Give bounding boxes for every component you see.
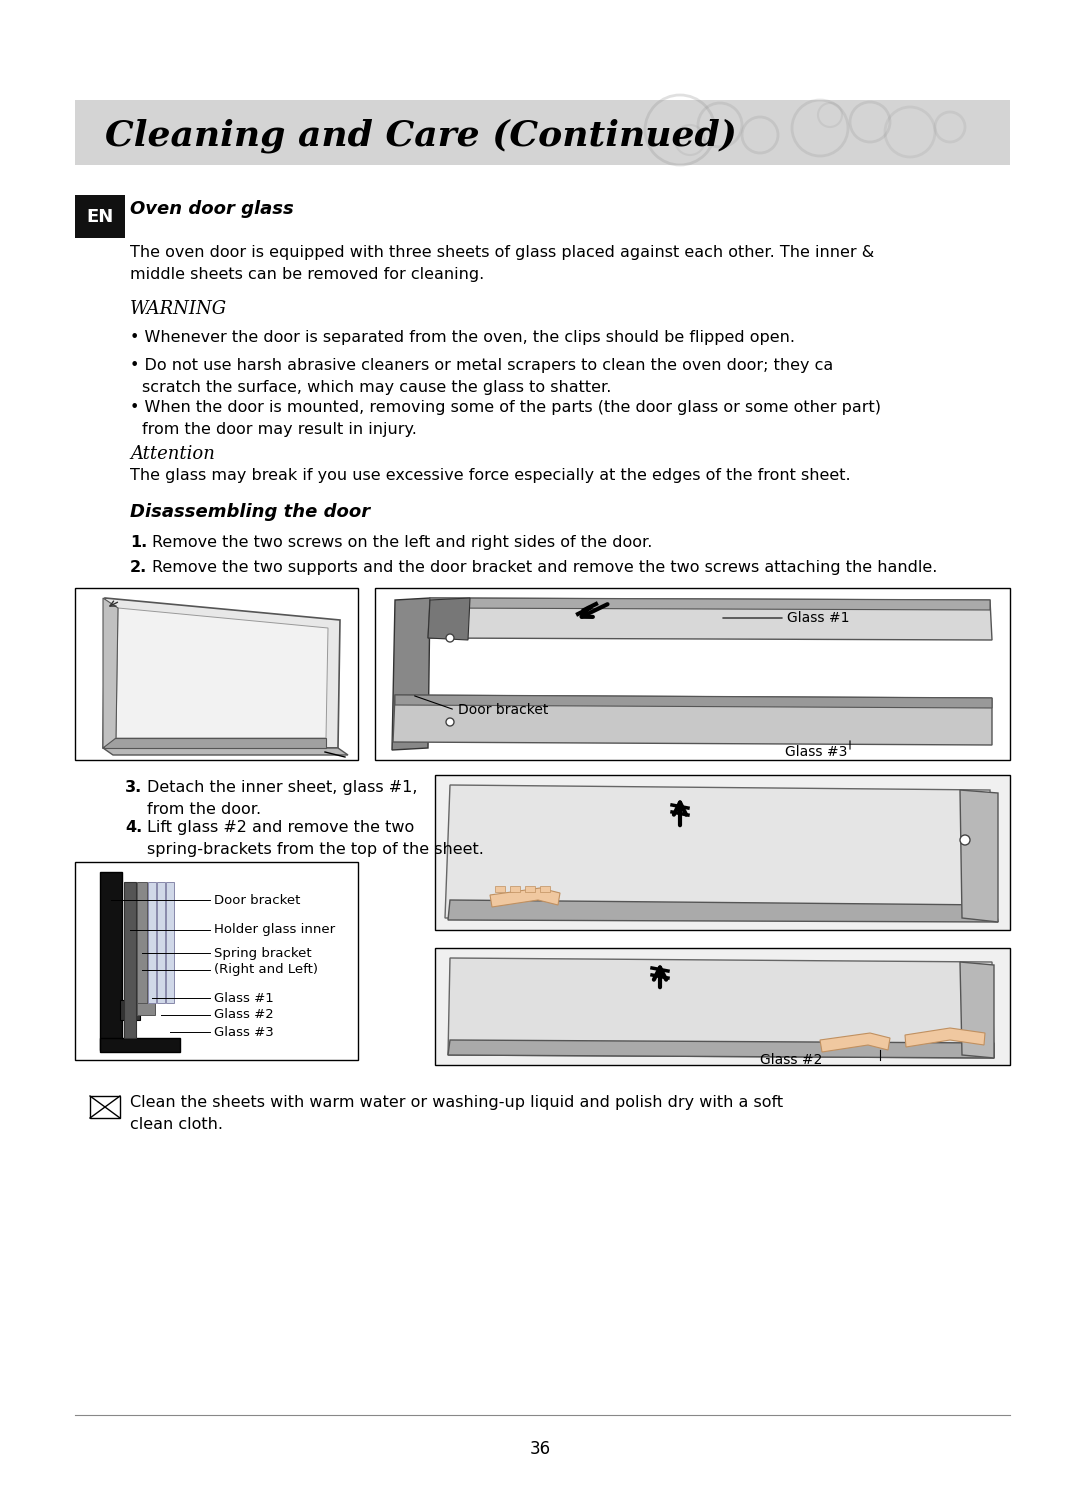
Text: 3.: 3.	[125, 780, 143, 795]
Text: scratch the surface, which may cause the glass to shatter.: scratch the surface, which may cause the…	[141, 380, 611, 395]
Text: 36: 36	[529, 1440, 551, 1458]
Bar	[495, 886, 505, 892]
Polygon shape	[905, 1028, 985, 1048]
Text: Glass #2: Glass #2	[214, 1009, 273, 1021]
Circle shape	[446, 635, 454, 642]
Polygon shape	[395, 695, 993, 707]
Text: The oven door is equipped with three sheets of glass placed against each other. : The oven door is equipped with three she…	[130, 245, 874, 260]
Polygon shape	[120, 1000, 140, 1019]
Polygon shape	[104, 739, 326, 747]
Polygon shape	[148, 883, 156, 1003]
Text: Door bracket: Door bracket	[214, 893, 300, 906]
Text: Spring bracket: Spring bracket	[214, 947, 312, 960]
Text: clean cloth.: clean cloth.	[130, 1117, 222, 1132]
Text: middle sheets can be removed for cleaning.: middle sheets can be removed for cleanin…	[130, 267, 484, 282]
Bar	[435, 948, 1010, 1065]
Text: Lift glass #2 and remove the two: Lift glass #2 and remove the two	[147, 820, 415, 835]
Text: EN: EN	[86, 208, 113, 226]
Text: Glass #1: Glass #1	[214, 991, 273, 1005]
Polygon shape	[124, 883, 136, 1039]
Text: Glass #3: Glass #3	[785, 744, 848, 759]
Text: • Whenever the door is separated from the oven, the clips should be flipped open: • Whenever the door is separated from th…	[130, 330, 795, 345]
Polygon shape	[393, 695, 993, 744]
Text: Detach the inner sheet, glass #1,: Detach the inner sheet, glass #1,	[147, 780, 418, 795]
Polygon shape	[103, 747, 348, 755]
Bar	[90, 1097, 120, 1117]
Bar	[525, 886, 535, 892]
Polygon shape	[820, 1033, 890, 1052]
Polygon shape	[157, 883, 165, 1003]
Text: WARNING: WARNING	[130, 300, 227, 318]
Text: Holder glass inner: Holder glass inner	[214, 923, 335, 936]
Text: • Do not use harsh abrasive cleaners or metal scrapers to clean the oven door; t: • Do not use harsh abrasive cleaners or …	[130, 358, 834, 373]
Polygon shape	[166, 883, 174, 1003]
Polygon shape	[137, 883, 147, 1005]
Text: The glass may break if you use excessive force especially at the edges of the fr: The glass may break if you use excessive…	[130, 468, 851, 483]
Polygon shape	[960, 791, 998, 921]
Polygon shape	[137, 1003, 156, 1015]
Polygon shape	[448, 1040, 994, 1058]
Text: Clean the sheets with warm water or washing-up liquid and polish dry with a soft: Clean the sheets with warm water or wash…	[130, 1095, 783, 1110]
Polygon shape	[960, 961, 994, 1058]
Polygon shape	[392, 597, 430, 750]
Text: Glass #2: Glass #2	[760, 1054, 822, 1067]
Text: Remove the two supports and the door bracket and remove the two screws attaching: Remove the two supports and the door bra…	[152, 560, 937, 575]
Text: 4.: 4.	[125, 820, 143, 835]
Polygon shape	[445, 785, 995, 920]
Bar	[75, 862, 357, 1060]
Circle shape	[446, 718, 454, 727]
Bar	[375, 588, 1010, 759]
Bar	[435, 776, 1010, 930]
Text: (Right and Left): (Right and Left)	[214, 963, 318, 976]
Polygon shape	[428, 597, 993, 640]
Polygon shape	[430, 597, 990, 609]
Text: spring-brackets from the top of the sheet.: spring-brackets from the top of the shee…	[147, 843, 484, 857]
Text: Door bracket: Door bracket	[458, 703, 549, 718]
Bar	[75, 100, 1010, 165]
Polygon shape	[103, 597, 340, 747]
Text: Glass #3: Glass #3	[214, 1025, 273, 1039]
Text: from the door may result in injury.: from the door may result in injury.	[141, 422, 417, 437]
Bar	[75, 195, 125, 238]
Bar	[540, 886, 550, 892]
Bar	[75, 588, 357, 759]
Polygon shape	[103, 597, 118, 747]
Polygon shape	[100, 872, 122, 1051]
Text: Disassembling the door: Disassembling the door	[130, 502, 370, 522]
Polygon shape	[100, 1039, 180, 1052]
Text: Remove the two screws on the left and right sides of the door.: Remove the two screws on the left and ri…	[152, 535, 652, 550]
Text: • When the door is mounted, removing some of the parts (the door glass or some o: • When the door is mounted, removing som…	[130, 400, 881, 415]
Circle shape	[960, 835, 970, 846]
Polygon shape	[490, 889, 561, 906]
Polygon shape	[448, 901, 998, 921]
Bar	[510, 886, 519, 892]
Text: 1.: 1.	[130, 535, 147, 550]
Text: from the door.: from the door.	[147, 802, 261, 817]
Text: Oven door glass: Oven door glass	[130, 201, 294, 218]
Polygon shape	[428, 597, 470, 640]
Text: Cleaning and Care (Continued): Cleaning and Care (Continued)	[105, 119, 737, 153]
Polygon shape	[116, 608, 328, 739]
Text: Glass #1: Glass #1	[787, 611, 850, 626]
Polygon shape	[448, 958, 994, 1058]
Text: 2.: 2.	[130, 560, 147, 575]
Text: Attention: Attention	[130, 444, 215, 464]
